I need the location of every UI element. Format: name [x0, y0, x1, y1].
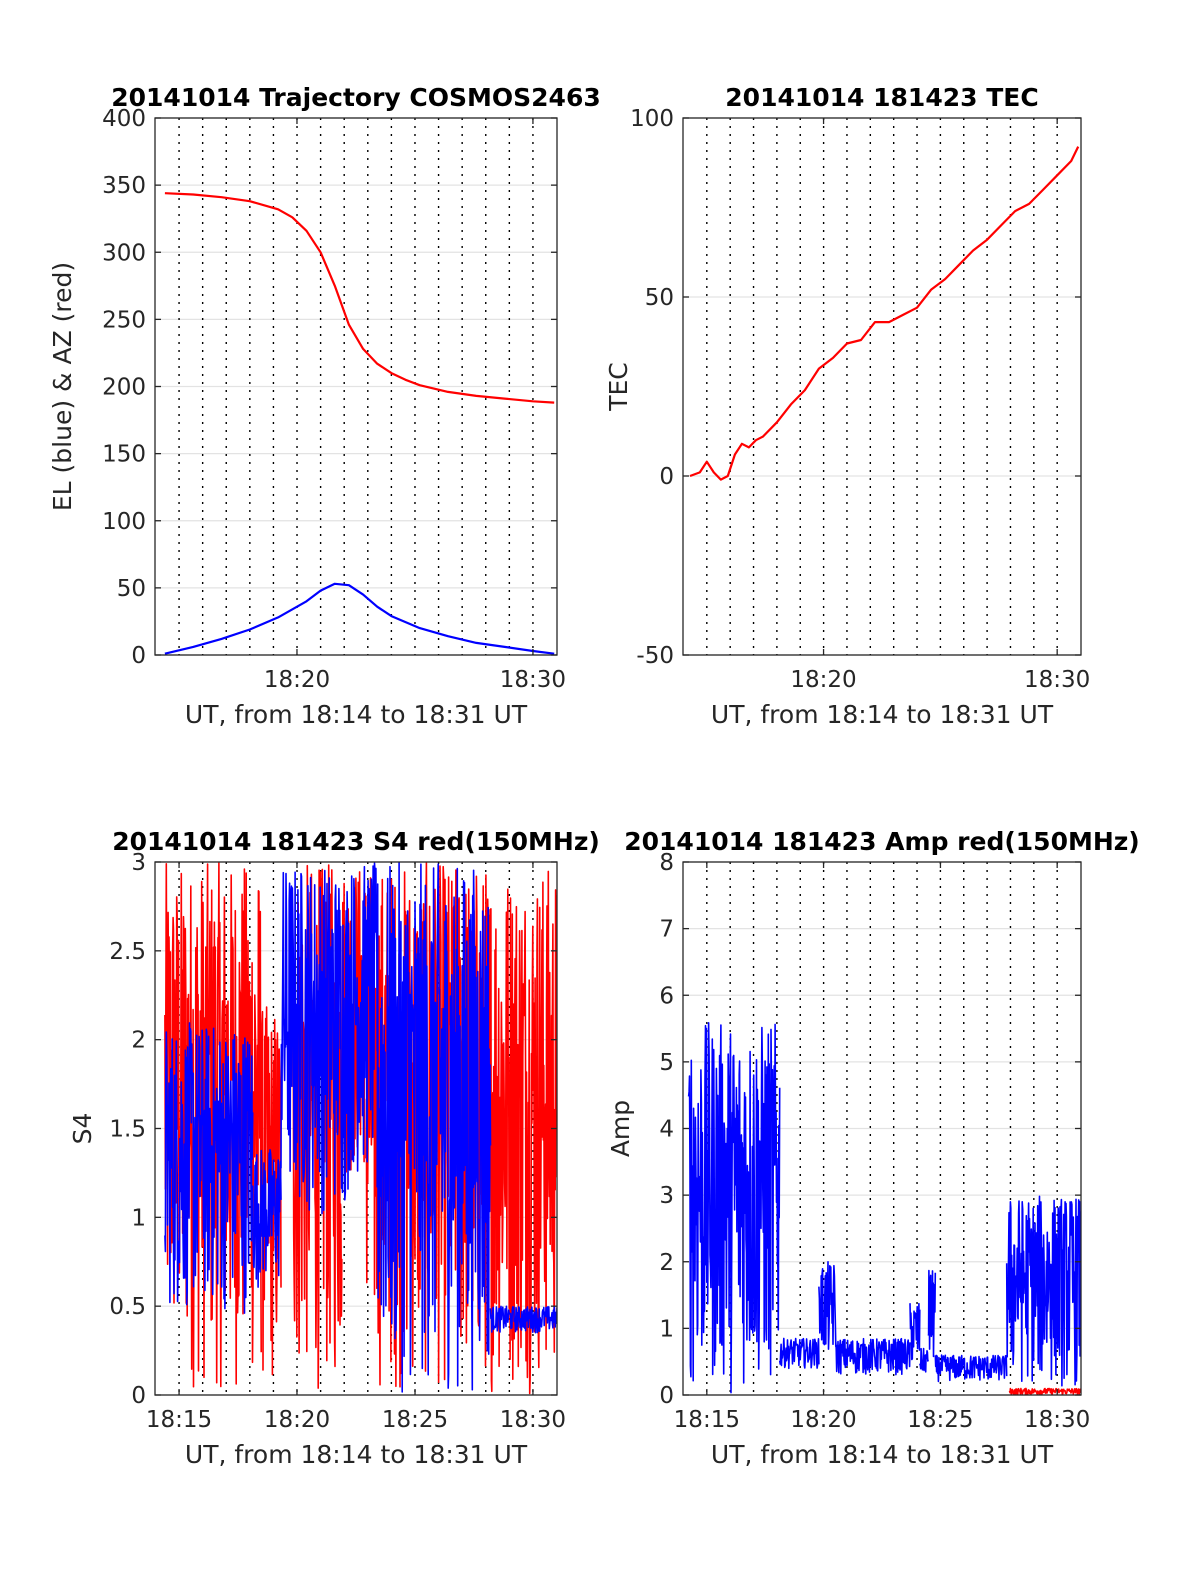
x-axis-label: UT, from 18:14 to 18:31 UT: [711, 700, 1054, 729]
y-tick-label: 100: [630, 106, 674, 132]
y-tick-label: 2: [659, 1250, 674, 1276]
chart-title: 20141014 181423 S4 red(150MHz): [112, 827, 600, 856]
chart-trajectory: 0 50 100 150 200 250 300 350 400 18:20 18:30 201410…: [48, 83, 601, 729]
y-tick-label: 200: [102, 375, 146, 401]
series-line: [164, 192, 555, 404]
x-axis-label: UT, from 18:14 to 18:31 UT: [711, 1440, 1054, 1469]
y-tick-label: 50: [645, 285, 674, 311]
y-axis-label: TEC: [604, 362, 633, 412]
y-axis-label: S4: [68, 1113, 97, 1145]
y-tick-label: 3: [659, 1183, 674, 1209]
y-axis-label: EL (blue) & AZ (red): [48, 262, 77, 511]
y-tick-label: -50: [636, 643, 674, 669]
x-axis-label: UT, from 18:14 to 18:31 UT: [185, 1440, 528, 1469]
x-tick-label: 18:20: [264, 667, 330, 693]
chart-s4: 0 0.5 1 1.5 2 2.5 3 18:15 18:20 18:25 18:30 2014101…: [68, 827, 600, 1469]
x-tick-label: 18:20: [790, 1407, 856, 1433]
x-tick-label: 18:30: [1024, 1407, 1090, 1433]
series-line: [164, 582, 555, 655]
x-tick-label: 18:20: [264, 1407, 330, 1433]
y-tick-label: 0: [659, 1383, 674, 1409]
x-tick-label: 18:20: [790, 667, 856, 693]
y-tick-label: 8: [659, 850, 674, 876]
y-tick-label: 3: [131, 850, 146, 876]
x-tick-label: 18:25: [382, 1407, 448, 1433]
chart-title: 20141014 Trajectory COSMOS2463: [111, 83, 601, 112]
y-tick-label: 350: [102, 173, 146, 199]
y-tick-label: 300: [102, 240, 146, 266]
y-tick-label: 0: [131, 1383, 146, 1409]
x-tick-label: 18:30: [1024, 667, 1090, 693]
y-tick-label: 100: [102, 509, 146, 535]
y-tick-label: 50: [117, 576, 146, 602]
chart-amp: 0 1 2 3 4 5 6 7 8 18:15 18:20 18:25 18:30 20141014 18…: [606, 827, 1140, 1469]
chart-title: 20141014 181423 TEC: [725, 83, 1038, 112]
x-axis-label: UT, from 18:14 to 18:31 UT: [185, 700, 528, 729]
y-tick-label: 0: [659, 464, 674, 490]
chart-title: 20141014 181423 Amp red(150MHz): [624, 827, 1140, 856]
series-line: [1008, 1387, 1081, 1395]
y-tick-label: 250: [102, 307, 146, 333]
y-tick-label: 1: [659, 1316, 674, 1342]
y-axis-label: Amp: [606, 1100, 635, 1157]
y-tick-label: 4: [659, 1117, 674, 1143]
y-tick-label: 5: [659, 1050, 674, 1076]
x-tick-label: 18:25: [907, 1407, 973, 1433]
series-line: [689, 146, 1080, 481]
y-tick-label: 6: [659, 983, 674, 1009]
x-tick-label: 18:30: [500, 1407, 566, 1433]
x-tick-label: 18:15: [674, 1407, 740, 1433]
y-tick-label: 400: [102, 106, 146, 132]
y-tick-label: 2.5: [109, 939, 146, 965]
y-tick-label: 2: [131, 1028, 146, 1054]
series-line: [687, 1022, 1081, 1394]
axes-box: [682, 117, 1082, 656]
y-tick-label: 0: [131, 643, 146, 669]
y-tick-label: 7: [659, 917, 674, 943]
chart-tec: -50 0 50 100 18:20 18:30 20141014 181423 TEC UT…: [604, 83, 1090, 729]
y-tick-label: 0.5: [109, 1294, 146, 1320]
x-tick-label: 18:30: [500, 667, 566, 693]
series-line: [164, 862, 557, 1393]
x-tick-label: 18:15: [146, 1407, 212, 1433]
y-tick-label: 1: [131, 1205, 146, 1231]
y-tick-label: 150: [102, 442, 146, 468]
y-tick-label: 1.5: [109, 1117, 146, 1143]
